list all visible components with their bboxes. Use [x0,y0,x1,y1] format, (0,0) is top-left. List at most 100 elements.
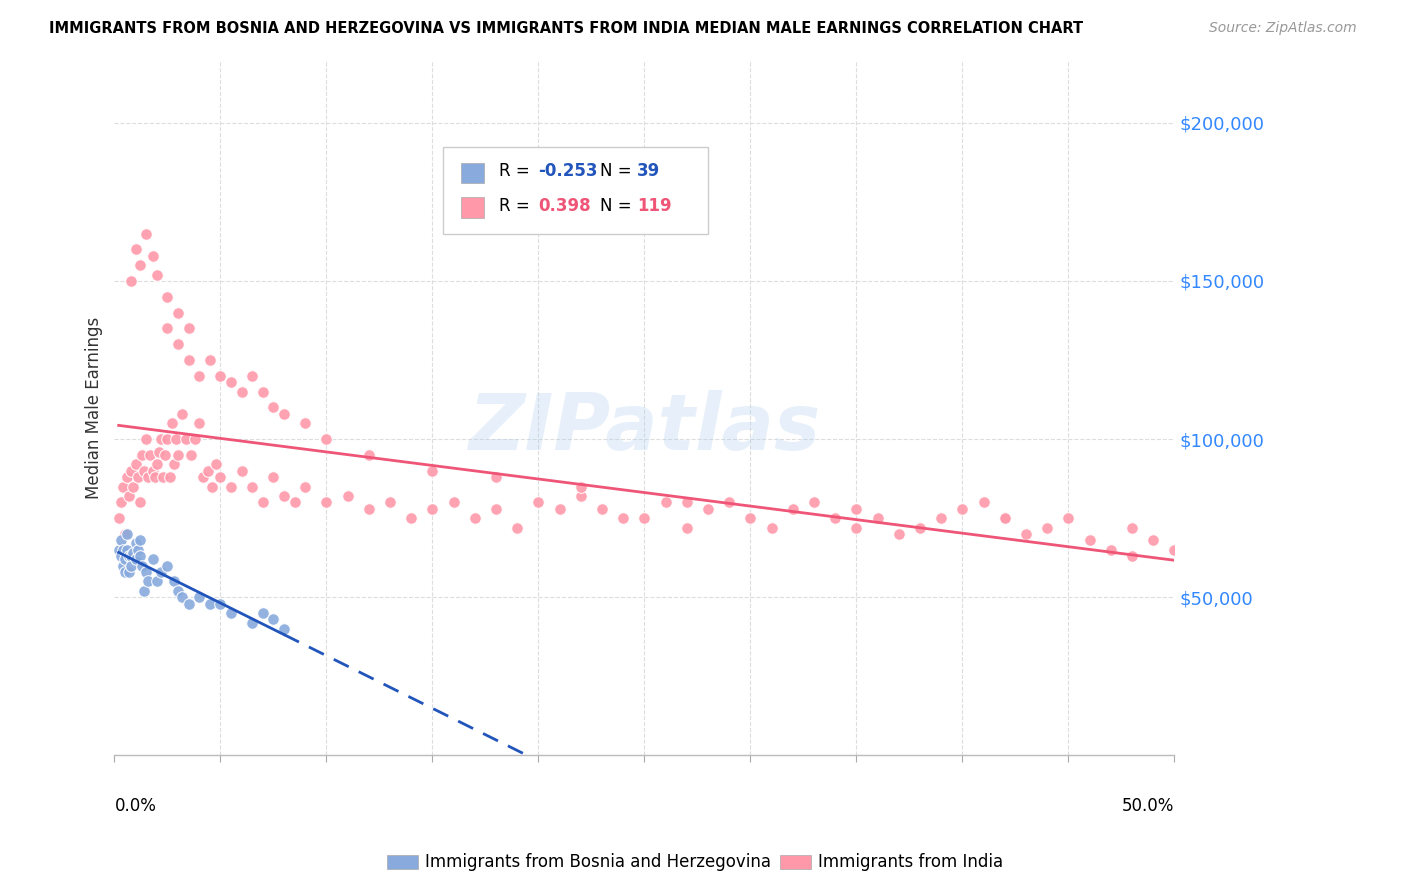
Point [1078,533,1101,548]
Point [1163,542,1185,557]
Point [198,353,221,368]
Point [124,243,146,257]
Y-axis label: Median Male Earnings: Median Male Earnings [86,317,103,499]
Text: 50.0%: 50.0% [1122,797,1174,815]
Text: IMMIGRANTS FROM BOSNIA AND HERZEGOVINA VS IMMIGRANTS FROM INDIA MEDIAN MALE EARN: IMMIGRANTS FROM BOSNIA AND HERZEGOVINA V… [49,21,1084,36]
Point [315,432,337,446]
Point [399,511,422,525]
Point [209,597,232,611]
Point [177,353,200,368]
Point [135,227,157,241]
Text: ZIPatlas: ZIPatlas [468,391,821,467]
Point [156,290,179,304]
Point [676,521,699,535]
Point [994,511,1017,525]
Point [231,384,253,399]
Point [167,448,190,462]
Point [142,464,165,478]
Point [209,368,232,383]
Point [252,495,274,509]
Point [107,542,129,557]
Point [131,558,153,573]
Point [115,527,138,541]
Point [159,470,181,484]
Point [464,511,486,525]
Point [718,495,741,509]
Point [114,565,136,579]
Point [135,432,157,446]
Point [118,489,141,503]
Point [165,432,187,446]
Point [273,489,295,503]
Point [146,268,169,282]
Point [152,470,174,484]
Point [138,470,160,484]
Point [219,375,242,389]
Bar [461,197,485,219]
Point [120,274,142,288]
Point [357,448,380,462]
Point [1121,521,1143,535]
Point [124,536,146,550]
Point [120,558,142,573]
Text: 0.398: 0.398 [538,197,591,215]
Point [740,511,762,525]
Point [676,495,699,509]
Point [128,533,150,548]
Point [128,495,150,509]
Text: N =: N = [600,197,637,215]
Point [294,417,316,431]
Point [127,470,149,484]
Point [150,565,173,579]
Point [138,574,160,589]
Point [172,407,194,421]
Point [1057,511,1080,525]
Text: R =: R = [499,197,540,215]
Point [633,511,655,525]
Point [110,549,132,563]
Point [142,249,165,263]
Point [240,479,263,493]
Point [485,501,508,516]
Point [128,549,150,563]
Point [252,384,274,399]
Point [782,501,804,516]
Point [1036,521,1059,535]
Point [294,479,316,493]
Point [132,583,155,598]
Point [252,606,274,620]
Text: 119: 119 [637,197,672,215]
Text: Source: ZipAtlas.com: Source: ZipAtlas.com [1209,21,1357,35]
Point [262,612,284,626]
Point [167,583,190,598]
Point [124,458,146,472]
Point [146,574,169,589]
Point [761,521,783,535]
Point [188,368,211,383]
Point [929,511,952,525]
Point [177,321,200,335]
Point [824,511,846,525]
Point [357,501,380,516]
Point [176,432,198,446]
Point [527,495,550,509]
Point [172,591,194,605]
Point [131,448,153,462]
Point [908,521,931,535]
Point [422,464,444,478]
Point [654,495,676,509]
Point [111,479,134,493]
Text: R =: R = [499,162,536,180]
Point [994,511,1017,525]
Point [155,448,177,462]
FancyBboxPatch shape [443,146,709,234]
Point [240,368,263,383]
Point [193,470,215,484]
Point [569,489,592,503]
Point [422,501,444,516]
Point [156,321,179,335]
Text: Immigrants from India: Immigrants from India [818,853,1004,871]
Point [120,464,142,478]
Point [115,542,138,557]
Point [163,458,186,472]
